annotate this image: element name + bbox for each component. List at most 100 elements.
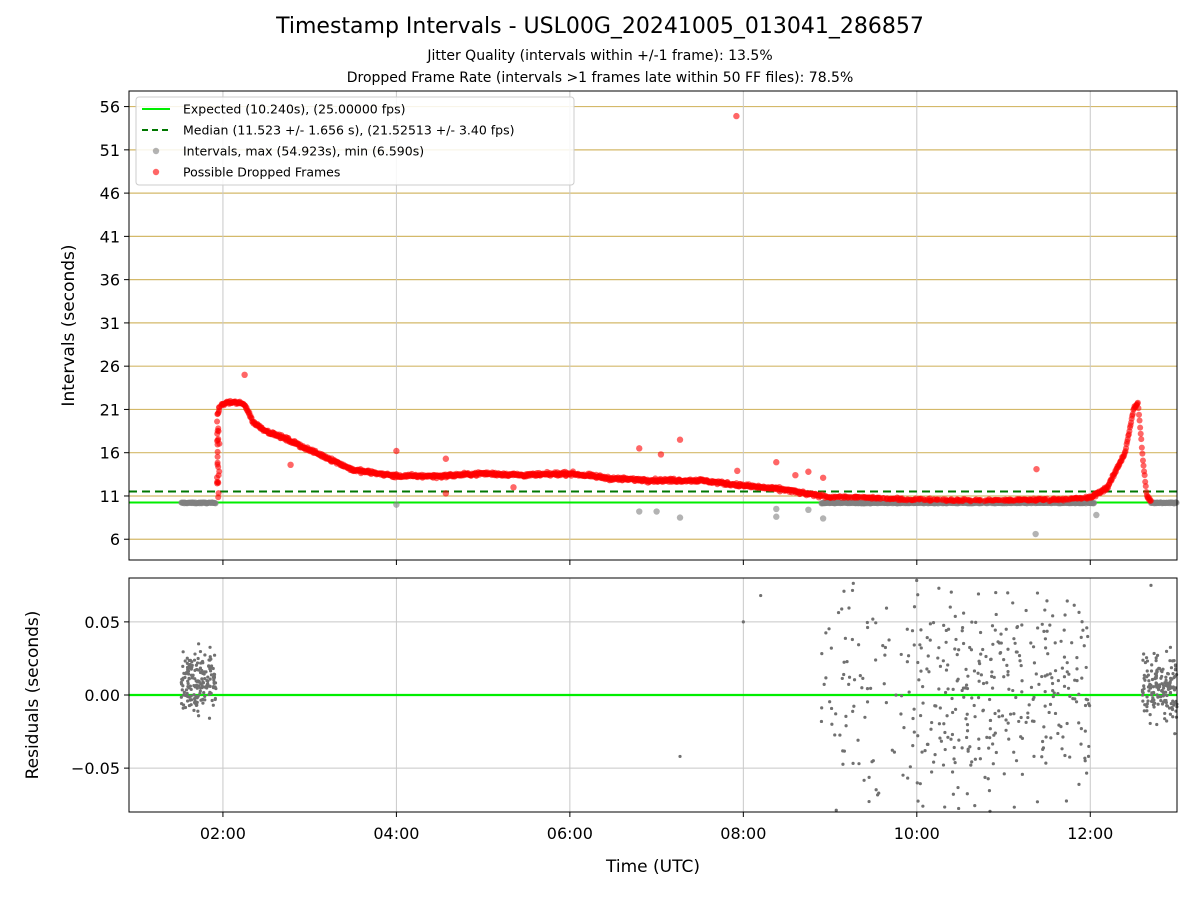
residual-point	[1007, 737, 1011, 741]
residual-point	[1020, 690, 1024, 694]
residual-point	[1169, 685, 1173, 689]
residual-point	[1024, 720, 1028, 724]
bottom-xtick-label: 06:00	[547, 824, 593, 843]
dropped-frame-point	[393, 447, 400, 455]
residual-point	[1145, 669, 1149, 673]
dropped-frame-point	[657, 451, 665, 458]
residual-point	[851, 709, 855, 713]
residual-point	[953, 761, 957, 765]
residual-point	[188, 658, 193, 662]
residual-point	[1143, 660, 1148, 665]
residual-point	[209, 691, 213, 695]
residual-point	[1142, 709, 1146, 713]
residual-point	[951, 792, 955, 796]
top-panel-frame	[128, 90, 1178, 561]
residual-point	[962, 695, 966, 699]
residual-point	[978, 662, 982, 666]
residual-point	[972, 669, 977, 673]
residual-point	[186, 679, 190, 683]
residual-point	[916, 593, 920, 597]
interval-point	[653, 508, 660, 515]
residual-point	[970, 760, 974, 764]
residual-point	[1169, 702, 1173, 706]
residual-point	[1170, 677, 1174, 681]
dropped-frame-point	[214, 410, 221, 417]
residual-point	[1059, 639, 1063, 643]
residual-point	[921, 804, 925, 808]
residual-point	[865, 620, 869, 625]
residual-point	[1082, 644, 1086, 648]
residual-point	[201, 661, 205, 665]
residual-point	[916, 660, 920, 665]
residual-point	[912, 707, 916, 711]
dropped-frame-point	[1138, 436, 1145, 443]
residual-point	[196, 668, 201, 672]
residual-point	[1165, 693, 1169, 698]
residual-point	[185, 699, 190, 703]
residual-point	[1035, 591, 1040, 595]
residual-point	[1164, 698, 1168, 703]
residual-point	[910, 629, 915, 633]
residual-point	[1043, 637, 1048, 641]
dropped-frame-point	[733, 112, 740, 120]
dropped-frame-point	[676, 436, 684, 443]
residual-point	[981, 709, 985, 713]
residual-point	[996, 640, 1000, 644]
residual-point	[976, 592, 981, 596]
residual-point	[204, 670, 208, 674]
residual-point	[953, 647, 957, 651]
residual-point	[1075, 679, 1079, 683]
residual-point	[828, 700, 832, 704]
residual-point	[1083, 756, 1087, 760]
dropped-frame-point	[214, 418, 221, 425]
dropped-frame-point	[214, 480, 221, 487]
residual-point	[851, 581, 855, 585]
residual-point	[185, 661, 189, 665]
residual-point	[842, 672, 846, 677]
residual-point	[994, 612, 998, 617]
residual-point	[918, 643, 922, 647]
residual-point	[1142, 673, 1146, 678]
residual-point	[1085, 626, 1089, 630]
interval-point	[773, 513, 780, 520]
residual-point	[993, 628, 997, 632]
residual-point	[1077, 721, 1081, 725]
residual-point	[988, 736, 992, 740]
legend-dropped-label: Possible Dropped Frames	[183, 165, 340, 180]
residual-point	[925, 667, 929, 671]
residual-point	[865, 687, 870, 691]
bottom-xtick-label: 04:00	[373, 824, 419, 843]
residual-point	[1085, 698, 1090, 702]
residual-point	[1052, 691, 1056, 695]
residual-point	[1065, 599, 1069, 603]
top-ytick-label: 36	[100, 271, 120, 290]
residual-point	[187, 677, 191, 681]
residual-point	[1044, 761, 1048, 765]
residual-point	[838, 733, 842, 737]
residual-point	[193, 677, 197, 681]
residual-point	[965, 712, 969, 716]
residual-point	[1162, 693, 1166, 697]
residual-point	[907, 690, 911, 694]
residual-point	[1006, 721, 1010, 725]
residual-point	[874, 658, 878, 662]
residual-point	[991, 762, 995, 766]
residual-point	[196, 714, 201, 718]
residual-point	[1068, 755, 1072, 759]
residual-point	[957, 738, 961, 742]
residual-point	[1042, 725, 1046, 729]
residual-point	[988, 697, 992, 702]
bottom-xtick-label: 10:00	[894, 824, 940, 843]
residual-point	[1145, 702, 1149, 706]
residual-point	[981, 681, 986, 686]
residual-point	[1168, 681, 1172, 685]
residual-point	[824, 676, 828, 680]
residual-point	[842, 589, 846, 593]
residual-point	[822, 682, 826, 686]
residual-point	[1047, 710, 1051, 715]
residual-point	[938, 664, 943, 668]
residual-point	[1020, 772, 1024, 776]
residual-point	[1067, 672, 1071, 676]
residual-point	[1030, 719, 1035, 723]
residual-point	[214, 686, 218, 691]
